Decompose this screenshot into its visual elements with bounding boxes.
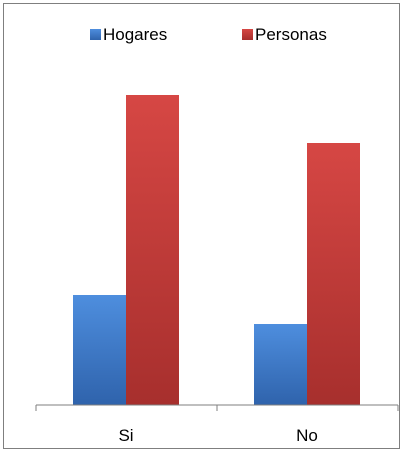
x-tick-label-no: No — [296, 426, 318, 445]
legend-label-hogares: Hogares — [103, 25, 167, 44]
legend-label-personas: Personas — [255, 25, 327, 44]
bar-personas-no — [307, 143, 360, 405]
legend-swatch-personas — [242, 29, 253, 40]
x-tick-label-si: Si — [118, 426, 133, 445]
bar-hogares-no — [254, 324, 307, 405]
bar-personas-si — [126, 95, 179, 405]
legend-swatch-hogares — [90, 29, 101, 40]
bar-chart: Hogares Personas Si No — [35, 25, 399, 445]
bars — [73, 95, 360, 405]
bar-hogares-si — [73, 295, 126, 405]
chart-frame: Hogares Personas Si No — [3, 3, 400, 449]
legend: Hogares Personas — [90, 25, 327, 44]
